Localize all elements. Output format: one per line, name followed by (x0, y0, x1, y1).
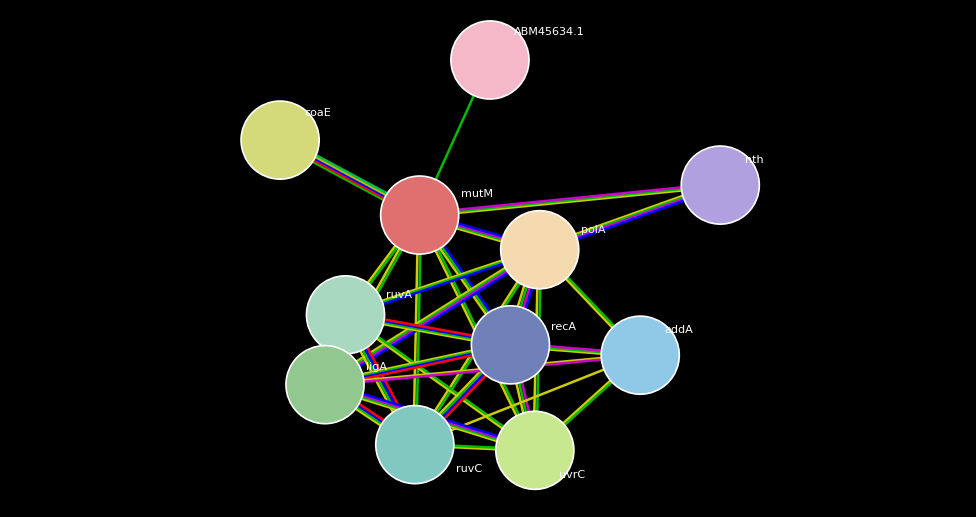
Ellipse shape (496, 411, 574, 490)
Ellipse shape (241, 101, 319, 179)
Ellipse shape (376, 405, 454, 484)
Text: mutM: mutM (461, 189, 493, 200)
Text: uvrC: uvrC (559, 470, 586, 480)
Text: nth: nth (745, 155, 763, 165)
Ellipse shape (501, 210, 579, 289)
Ellipse shape (681, 146, 759, 224)
Ellipse shape (306, 276, 385, 354)
Text: polA: polA (581, 225, 605, 235)
Ellipse shape (381, 176, 459, 254)
Text: addA: addA (665, 325, 693, 336)
Text: ligA: ligA (366, 361, 387, 372)
Ellipse shape (286, 345, 364, 424)
Text: ruvA: ruvA (386, 290, 413, 300)
Text: recA: recA (551, 322, 577, 332)
Text: ABM45634.1: ABM45634.1 (514, 26, 585, 37)
Ellipse shape (451, 21, 529, 99)
Text: ruvC: ruvC (456, 464, 482, 475)
Ellipse shape (601, 316, 679, 394)
Ellipse shape (471, 306, 549, 384)
Text: coaE: coaE (305, 108, 331, 118)
